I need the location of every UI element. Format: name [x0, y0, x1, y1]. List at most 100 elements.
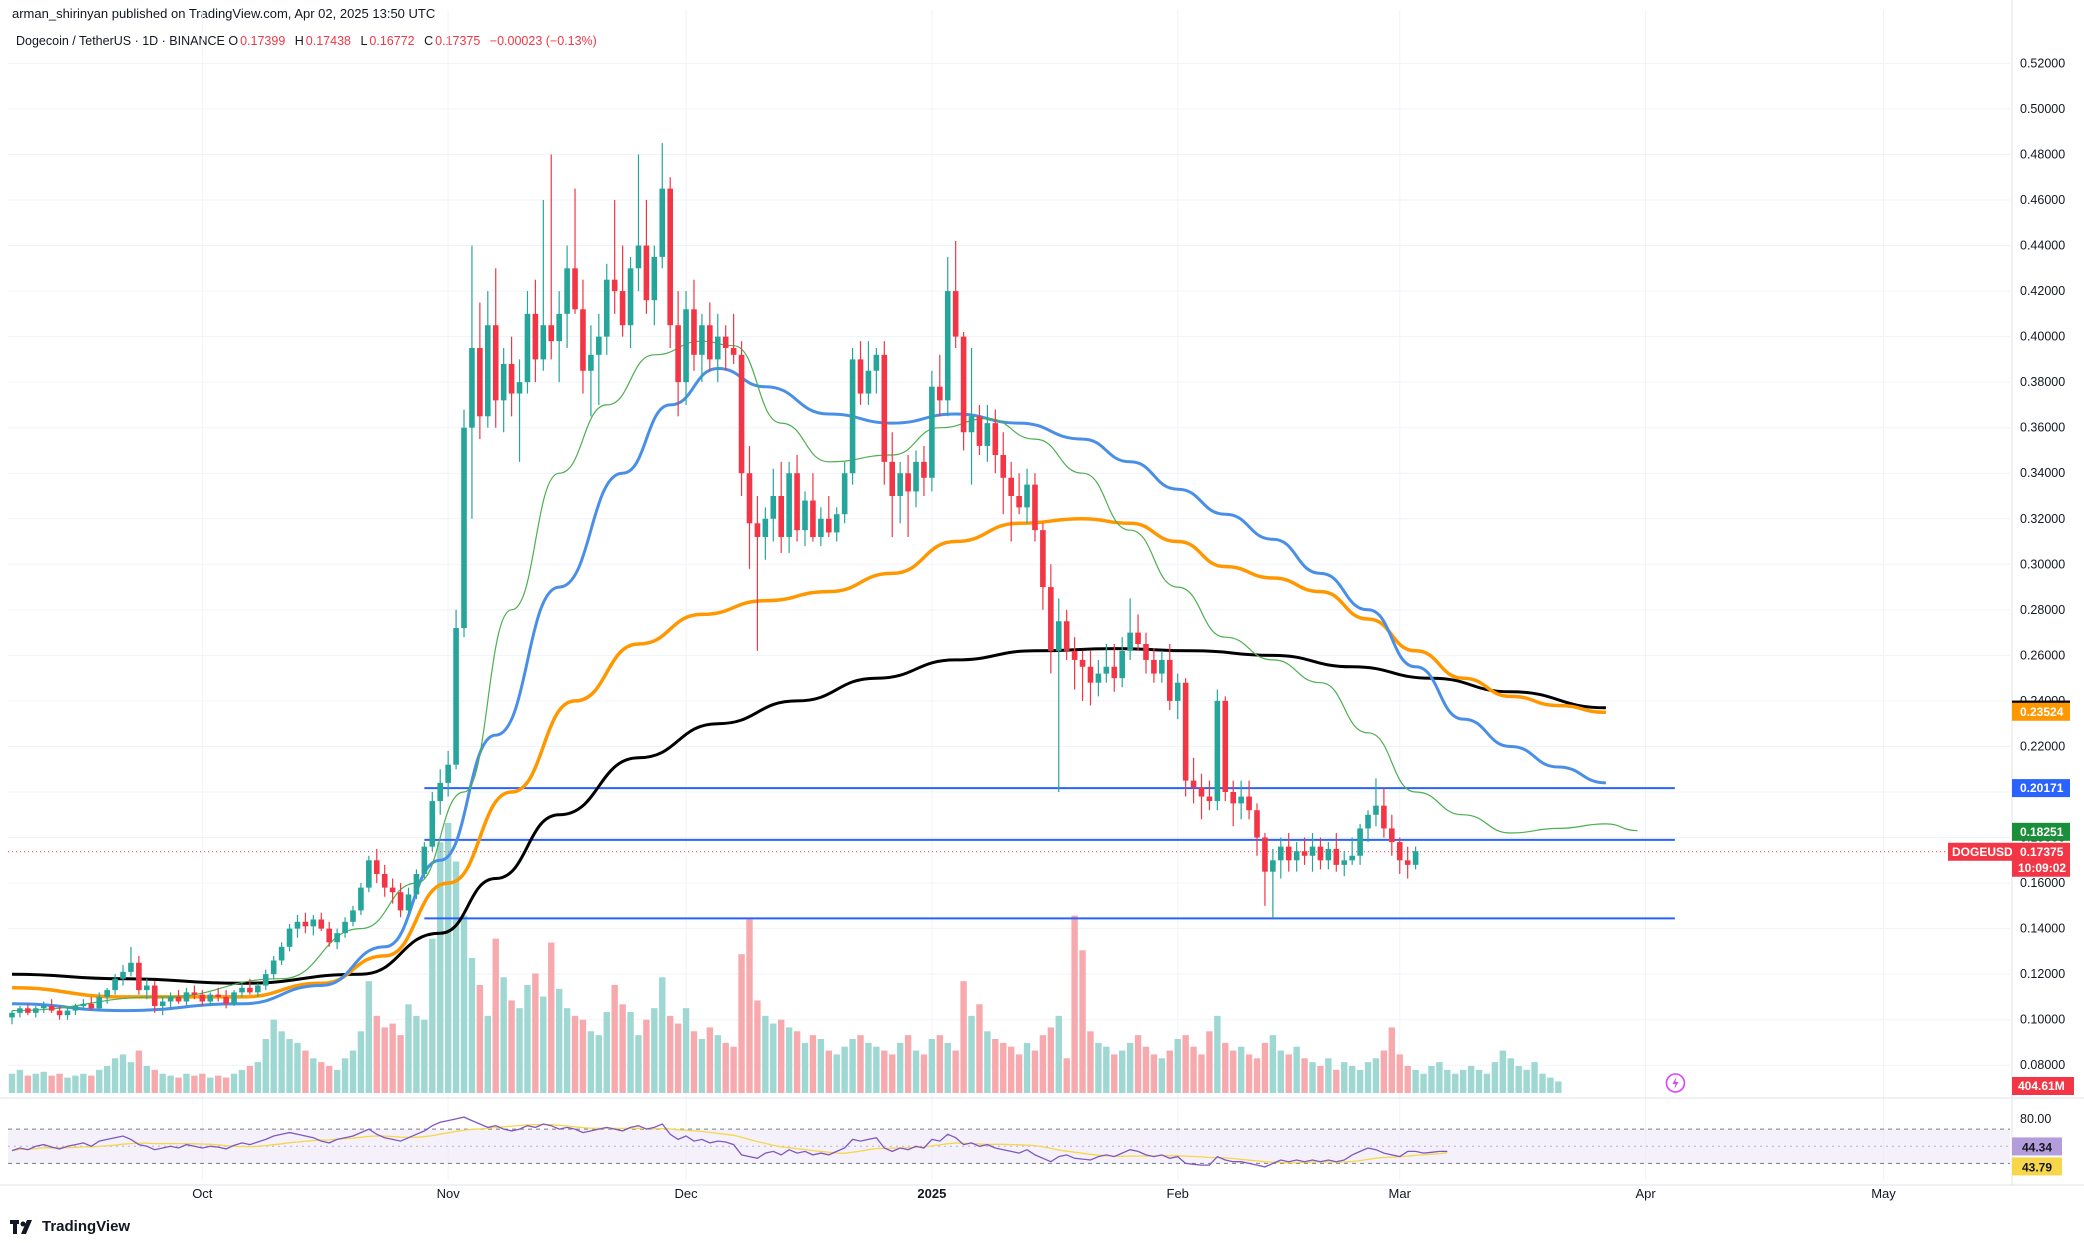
- candle-body: [1008, 477, 1014, 496]
- candle-body: [548, 325, 555, 342]
- volume-bar: [936, 1035, 944, 1093]
- candle-body: [500, 363, 507, 401]
- volume-bar: [365, 981, 373, 1093]
- candle-body: [358, 887, 364, 911]
- y-tick-label: 0.38000: [2020, 375, 2065, 389]
- volume-bar: [1237, 1046, 1245, 1093]
- x-tick-label: Feb: [1167, 1186, 1189, 1201]
- candle-body: [1016, 496, 1022, 508]
- y-tick-label: 0.32000: [2020, 512, 2065, 526]
- volume-bar: [373, 1015, 380, 1093]
- volume-bar: [333, 1069, 341, 1093]
- volume-bar: [484, 1015, 491, 1093]
- candle-body: [1166, 659, 1173, 701]
- candle-body: [762, 518, 769, 537]
- volume-bar: [1404, 1066, 1411, 1093]
- candle-body: [944, 291, 951, 401]
- time-axis[interactable]: Oct Nov Dec 2025 Feb Mar Apr May: [192, 1186, 1896, 1201]
- candle-body: [88, 1003, 95, 1009]
- volume-bar: [24, 1075, 32, 1093]
- candle-body: [1285, 846, 1292, 861]
- candle-body: [556, 313, 562, 342]
- volume-bar: [1230, 1050, 1237, 1093]
- volume-bar: [167, 1075, 174, 1093]
- volume-bar: [968, 1015, 975, 1093]
- candle-body: [984, 423, 991, 446]
- volume-bar: [690, 1031, 698, 1093]
- volume-bar: [349, 1050, 357, 1093]
- candle-body: [1222, 700, 1229, 792]
- candle-body: [120, 971, 126, 979]
- volume-bar: [1341, 1062, 1348, 1093]
- volume-bar: [103, 1066, 111, 1093]
- symbol-name[interactable]: Dogecoin / TetherUS · 1D · BINANCE: [16, 34, 225, 48]
- volume-bar: [460, 915, 468, 1093]
- candle-body: [262, 974, 269, 986]
- volume-bar: [849, 1039, 856, 1093]
- volume-bar: [468, 958, 476, 1093]
- candle-body: [992, 423, 999, 456]
- volume-bar: [635, 1035, 642, 1093]
- candle-body: [326, 928, 332, 943]
- candle-body: [421, 846, 428, 874]
- candle-body: [643, 245, 650, 301]
- candle-body: [1159, 659, 1165, 674]
- x-tick-label: Nov: [437, 1186, 461, 1201]
- volume-bar: [318, 1062, 325, 1093]
- volume-bar: [183, 1073, 190, 1093]
- volume-bar: [1388, 1027, 1396, 1093]
- candle-body: [191, 992, 198, 995]
- volume-bar: [444, 823, 452, 1093]
- volume-bar: [1269, 1035, 1277, 1093]
- volume-bar: [698, 1039, 706, 1093]
- volume-badge: [2012, 1077, 2074, 1095]
- candle-body: [32, 1008, 39, 1013]
- volume-bar: [72, 1075, 79, 1093]
- price-axis[interactable]: 0.52000 0.50000 0.48000 0.46000 0.44000 0.420…: [2020, 56, 2065, 1072]
- candle-body: [64, 1010, 71, 1016]
- volume-bar: [111, 1058, 119, 1093]
- volume-bar: [706, 1027, 714, 1093]
- candle-body: [754, 523, 761, 537]
- candle-body: [1048, 587, 1054, 651]
- candle-body: [738, 354, 745, 474]
- volume-bar: [159, 1073, 166, 1093]
- last-price-text: 0.17375: [2020, 845, 2064, 859]
- candle-body: [381, 873, 388, 888]
- horizontal-levels[interactable]: [8, 787, 2010, 920]
- volume-bar: [912, 1050, 920, 1093]
- volume-bar: [563, 1008, 571, 1093]
- candle-body: [603, 279, 610, 337]
- volume-bar: [1396, 1054, 1403, 1093]
- y-tick-label: 0.12000: [2020, 967, 2065, 981]
- candle-body: [905, 473, 911, 492]
- candle-body: [1309, 846, 1316, 856]
- volume-bar: [841, 1046, 848, 1093]
- volume-bar: [817, 1039, 825, 1093]
- candle-body: [247, 987, 253, 993]
- volume-bar: [1261, 1042, 1269, 1093]
- y-tick-label: 0.44000: [2020, 239, 2065, 253]
- tradingview-logo[interactable]: TradingView: [10, 1218, 130, 1235]
- x-tick-label: 2025: [917, 1186, 946, 1201]
- volume-bar: [16, 1069, 24, 1093]
- volume-bar: [1499, 1050, 1507, 1093]
- open-label: O: [228, 34, 239, 48]
- candle-body: [350, 910, 356, 922]
- volume-bar: [452, 861, 460, 1093]
- candle-body: [619, 291, 626, 326]
- volume-bar: [722, 1042, 729, 1093]
- candle-body: [1293, 851, 1300, 861]
- candle-body: [857, 359, 864, 394]
- candle-body: [1079, 659, 1086, 667]
- volume-bar: [286, 1039, 293, 1093]
- volume-bar: [1420, 1073, 1427, 1093]
- volume-bar: [246, 1066, 254, 1093]
- volume-bar: [1531, 1062, 1538, 1093]
- ma-50-line: [11, 366, 1606, 1013]
- volume-bar: [1277, 1050, 1284, 1093]
- candle-body: [564, 268, 570, 314]
- volume-bar: [595, 1035, 603, 1093]
- volume-bar: [1555, 1081, 1562, 1093]
